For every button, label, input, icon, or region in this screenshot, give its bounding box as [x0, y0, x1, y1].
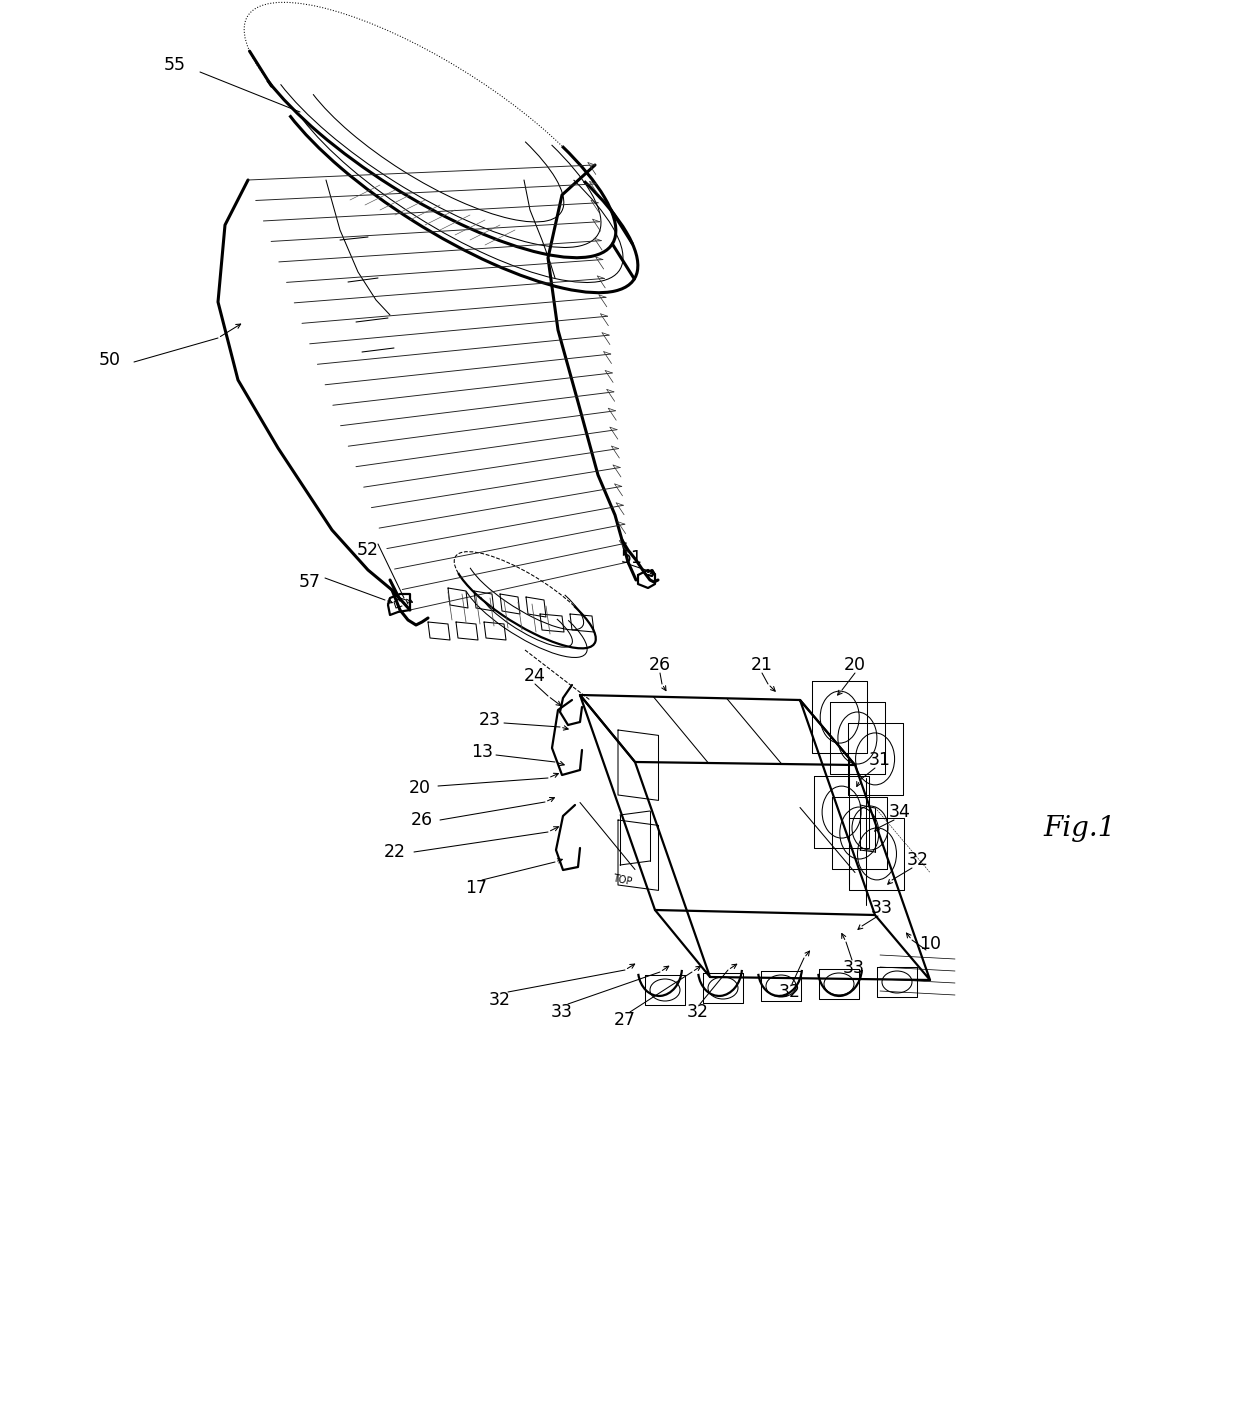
Text: 33: 33: [870, 899, 893, 917]
Text: 23: 23: [479, 711, 501, 728]
Text: 31: 31: [869, 751, 892, 770]
Text: 50: 50: [99, 351, 122, 369]
Text: 17: 17: [465, 879, 487, 897]
Text: 20: 20: [844, 656, 866, 674]
Text: 22: 22: [384, 843, 405, 861]
Text: 33: 33: [843, 959, 866, 977]
Text: 24: 24: [525, 667, 546, 684]
Text: 13: 13: [471, 743, 494, 761]
Text: Fig.1: Fig.1: [1044, 815, 1116, 842]
Text: 10: 10: [919, 934, 941, 953]
Text: 57: 57: [299, 574, 321, 591]
Text: 32: 32: [906, 851, 929, 869]
Text: 52: 52: [357, 541, 379, 559]
Text: 32: 32: [687, 1003, 709, 1021]
Text: 55: 55: [164, 55, 186, 74]
Text: 51: 51: [621, 550, 644, 567]
Text: 32: 32: [779, 983, 801, 1001]
Text: 32: 32: [489, 991, 511, 1010]
Text: 34: 34: [889, 802, 911, 821]
Text: 21: 21: [751, 656, 773, 674]
Text: TOP: TOP: [611, 873, 632, 888]
Text: 33: 33: [551, 1003, 573, 1021]
Text: 26: 26: [410, 811, 433, 829]
Text: 20: 20: [409, 780, 432, 797]
Text: 27: 27: [614, 1011, 636, 1030]
Text: 26: 26: [649, 656, 671, 674]
